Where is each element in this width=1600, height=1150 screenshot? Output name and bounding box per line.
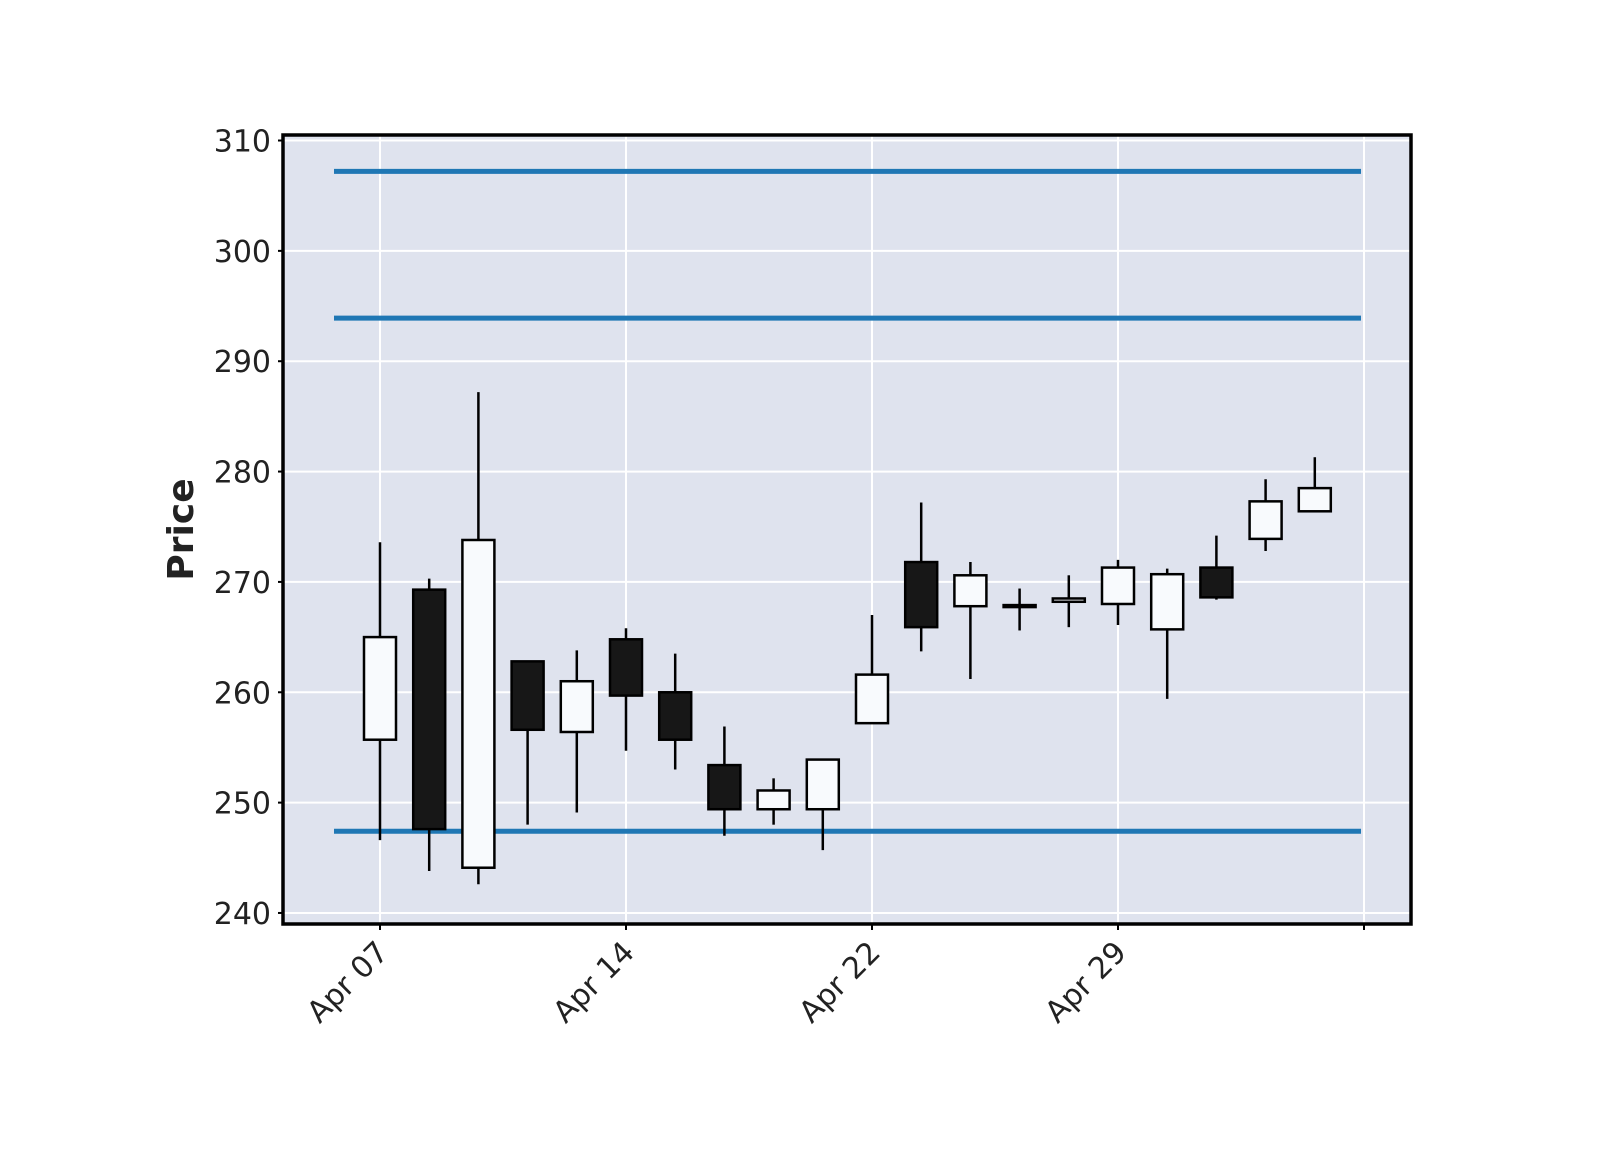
y-tick-label: 300 bbox=[214, 235, 271, 270]
x-tick-label: Apr 07 bbox=[300, 935, 395, 1030]
candle bbox=[559, 650, 595, 813]
candles bbox=[362, 392, 1333, 885]
y-tick-label: 280 bbox=[214, 456, 271, 491]
candle bbox=[510, 660, 545, 825]
candle bbox=[461, 392, 496, 885]
y-tick-label: 290 bbox=[214, 345, 271, 380]
y-axis-title: Price bbox=[161, 478, 202, 580]
candle-body bbox=[1149, 572, 1185, 631]
x-axis-ticks: Apr 07 Apr 14 Apr 22 Apr 29 bbox=[300, 924, 1365, 1030]
y-axis-ticks: 240 250 260 270 280 290 300 310 bbox=[214, 125, 283, 932]
y-tick-label: 260 bbox=[214, 676, 271, 711]
candle bbox=[1149, 568, 1185, 699]
horizontal-lines bbox=[334, 168, 1361, 834]
candle-body bbox=[1002, 603, 1037, 609]
candle bbox=[903, 502, 939, 652]
plot-area bbox=[283, 135, 1411, 924]
candle bbox=[1297, 457, 1333, 513]
candle-body bbox=[1100, 566, 1136, 606]
candle bbox=[756, 778, 791, 825]
candle bbox=[854, 615, 890, 725]
x-tick-label: Apr 14 bbox=[546, 935, 641, 1030]
candle-body bbox=[657, 691, 693, 741]
candle-body bbox=[1297, 486, 1333, 513]
candle-body bbox=[411, 588, 447, 831]
candle-body bbox=[608, 638, 644, 697]
x-tick-label: Apr 29 bbox=[1038, 935, 1133, 1030]
candle-body bbox=[953, 574, 988, 608]
candle bbox=[805, 758, 841, 851]
candle-body bbox=[854, 673, 890, 725]
candle bbox=[1199, 535, 1234, 600]
candle bbox=[657, 653, 693, 770]
candle-body bbox=[1051, 597, 1087, 604]
y-tick-label: 270 bbox=[214, 566, 271, 601]
candle bbox=[1051, 575, 1087, 628]
candle-body bbox=[362, 635, 398, 741]
y-tick-label: 310 bbox=[214, 125, 271, 160]
candle-body bbox=[559, 679, 595, 734]
candle-body bbox=[1199, 566, 1234, 599]
candle bbox=[411, 578, 447, 872]
candle bbox=[1100, 559, 1136, 625]
candle-body bbox=[1248, 500, 1283, 541]
candle-body bbox=[903, 560, 939, 629]
candle bbox=[1002, 588, 1037, 631]
candle bbox=[362, 542, 398, 841]
candle bbox=[608, 628, 644, 751]
candle bbox=[707, 726, 742, 836]
candle bbox=[1248, 479, 1283, 552]
y-tick-label: 250 bbox=[214, 787, 271, 822]
candle-body bbox=[510, 660, 545, 732]
candle-body bbox=[805, 758, 841, 811]
x-tick-label: Apr 22 bbox=[792, 935, 887, 1030]
candle bbox=[953, 562, 988, 680]
plot-frame bbox=[281, 133, 1413, 926]
candle-body bbox=[461, 538, 496, 869]
candle-body bbox=[756, 789, 791, 811]
candle-body bbox=[707, 763, 742, 811]
y-tick-label: 240 bbox=[214, 897, 271, 932]
